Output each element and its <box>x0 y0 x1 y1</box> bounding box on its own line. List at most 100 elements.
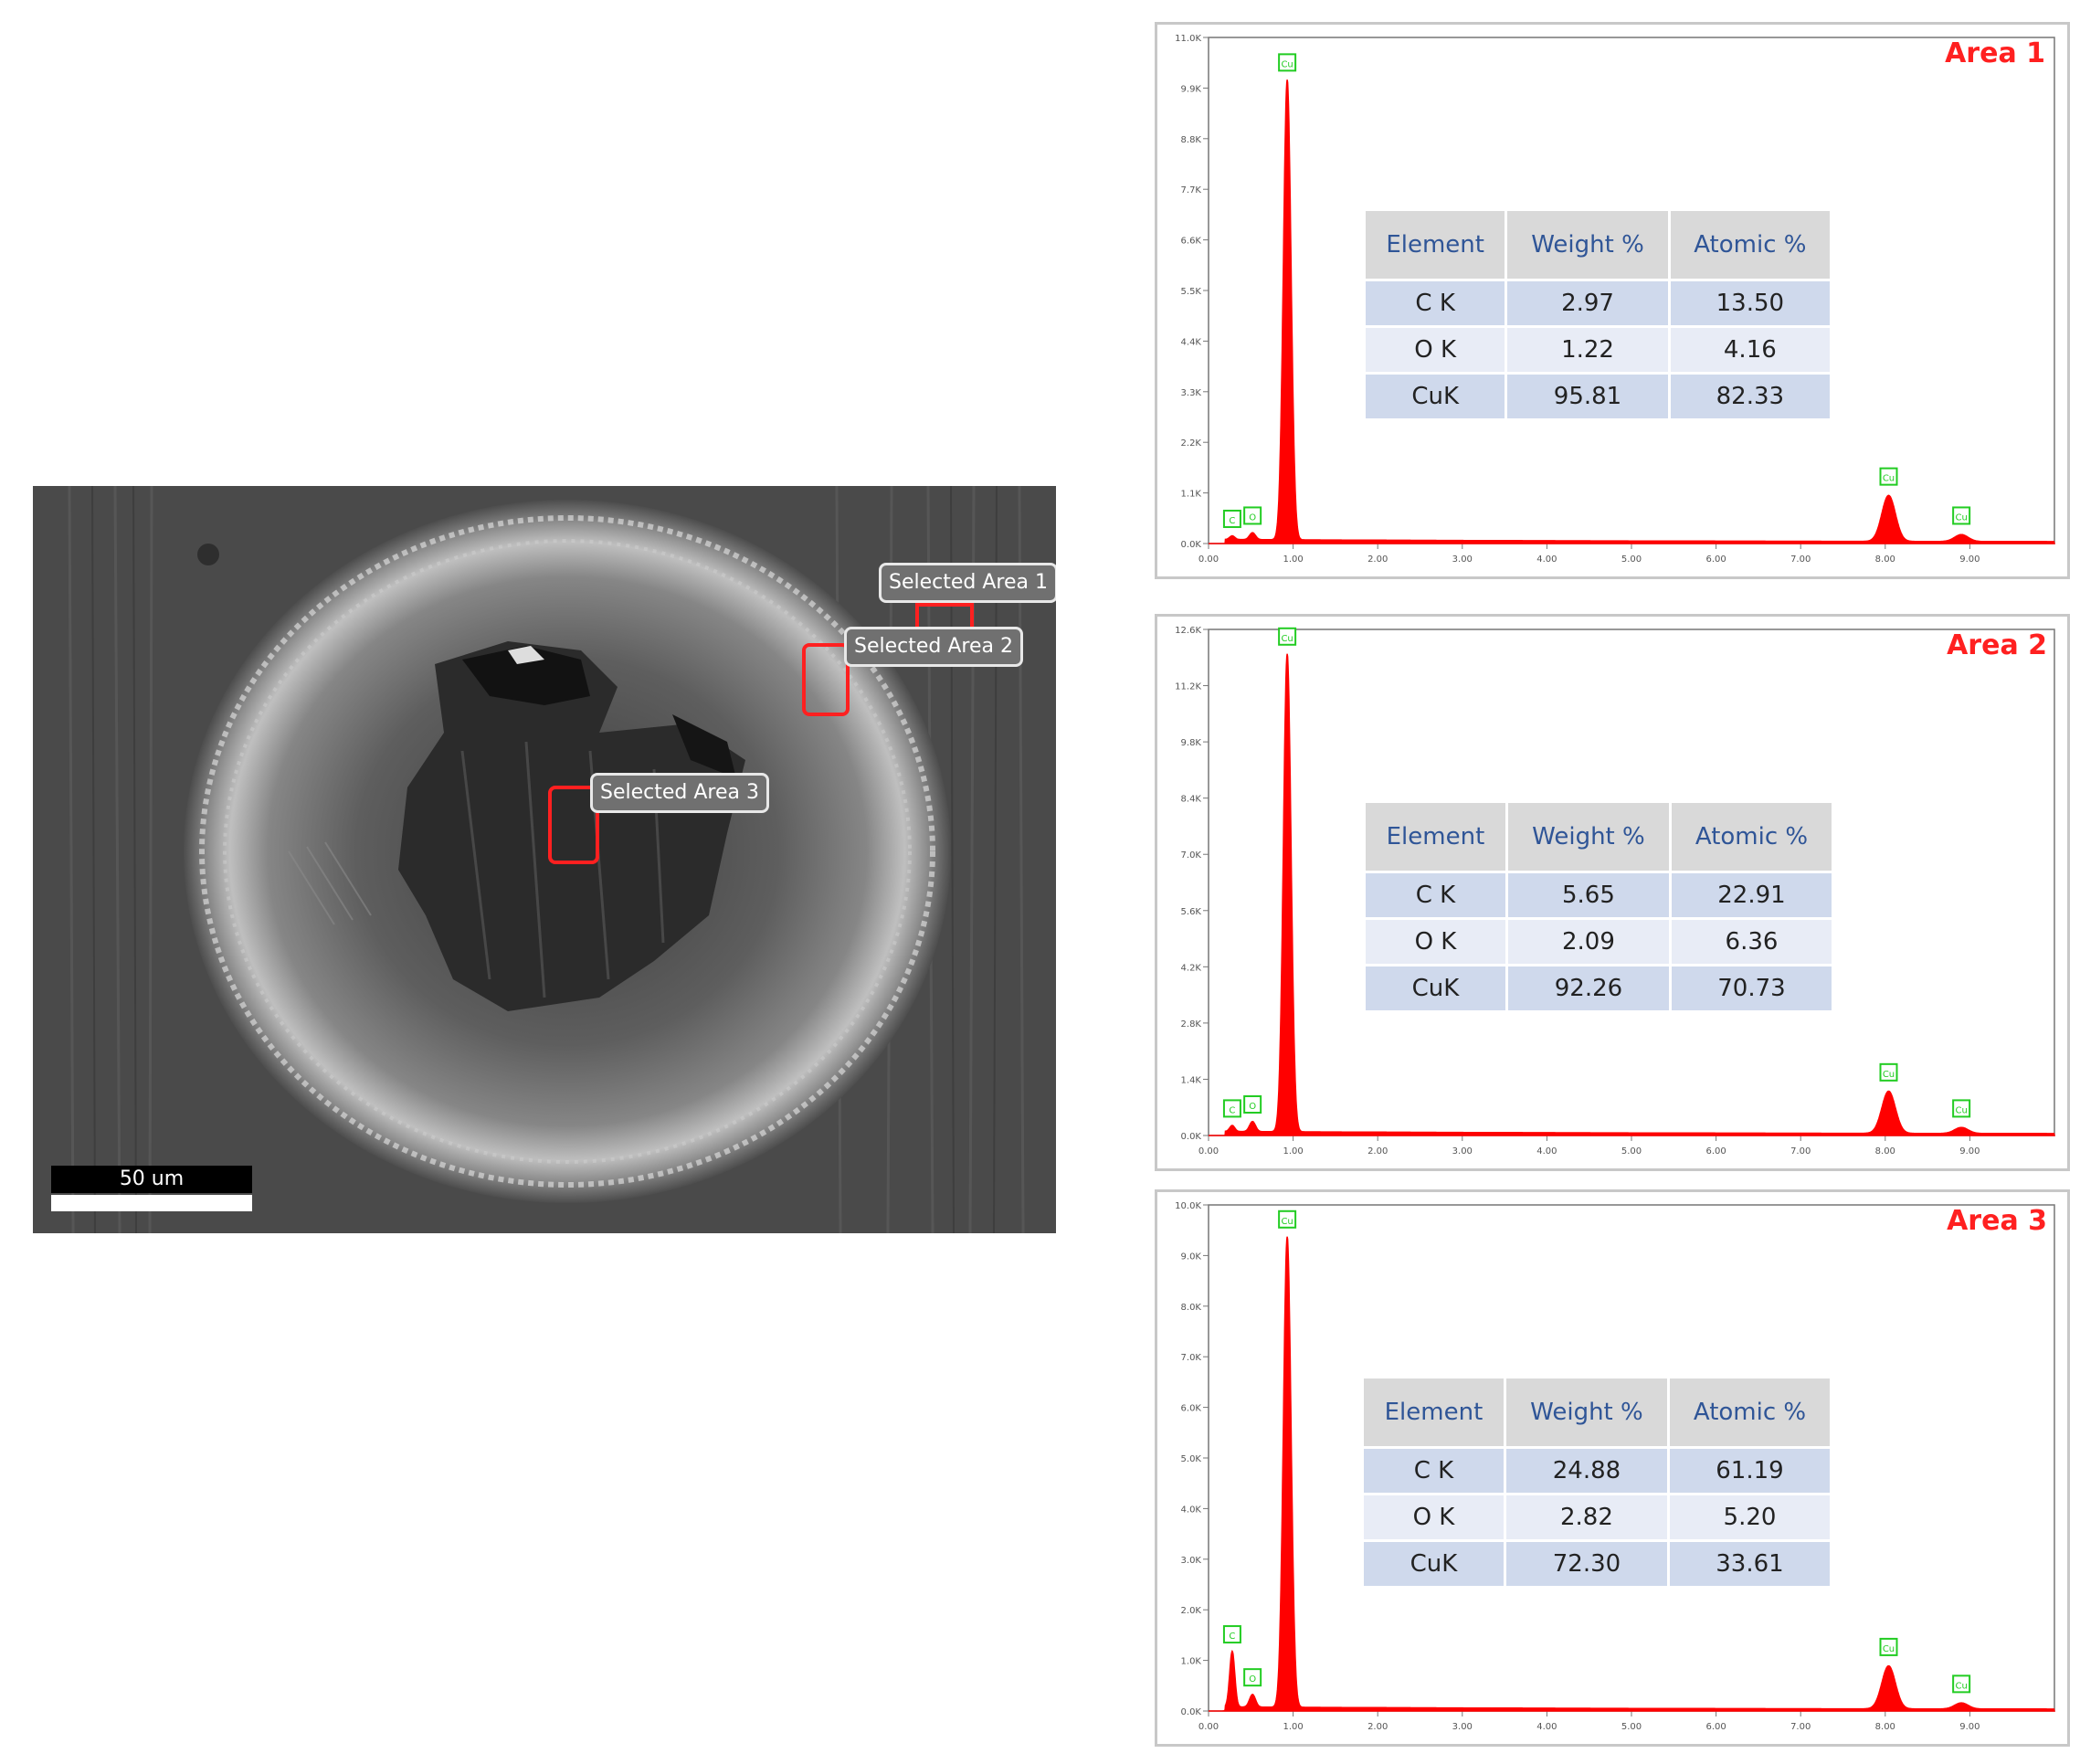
x-tick-label: 3.00 <box>1452 1146 1473 1157</box>
x-tick-label: 0.00 <box>1198 1722 1219 1732</box>
area-3-title: Area 3 <box>1947 1205 2047 1237</box>
y-tick-label: 7.0K <box>1181 850 1202 861</box>
weight-cell: 24.88 <box>1505 1446 1670 1495</box>
x-tick-label: 4.00 <box>1536 1146 1557 1157</box>
y-tick-label: 6.6K <box>1181 237 1202 247</box>
svg-text:Cu: Cu <box>1883 1644 1895 1654</box>
selected-area-3-label: Selected Area 3 <box>590 773 769 813</box>
composition-table-area-1: Element Weight % Atomic % C K 2.97 13.50… <box>1366 211 1830 418</box>
y-tick-label: 4.0K <box>1181 1505 1202 1515</box>
header-atomic: Atomic % <box>1669 211 1830 280</box>
y-tick-label: 7.0K <box>1181 1353 1202 1363</box>
selected-area-1-label: Selected Area 1 <box>879 563 1056 603</box>
header-weight: Weight % <box>1506 803 1672 872</box>
table-row: CuK 92.26 70.73 <box>1366 964 1832 1010</box>
svg-text:C: C <box>1229 1632 1235 1642</box>
weight-cell: 2.97 <box>1505 279 1671 327</box>
y-tick-label: 8.8K <box>1181 135 1202 145</box>
peak-marker-cu: Cu <box>1879 467 1898 486</box>
x-tick-label: 7.00 <box>1790 555 1811 565</box>
element-cell: CuK <box>1364 1539 1506 1586</box>
x-tick-label: 4.00 <box>1536 1722 1557 1732</box>
x-tick-label: 8.00 <box>1875 555 1895 565</box>
peak-marker-c: C <box>1222 1099 1241 1118</box>
x-tick-label: 6.00 <box>1705 1146 1726 1157</box>
x-tick-label: 1.00 <box>1283 555 1303 565</box>
peak-marker-cu: Cu <box>1278 627 1297 646</box>
eds-spectrum-area-3: 0.0K 1.0K 2.0K 3.0K 4.0K 5.0K 6.0K 7.0K 8.0K 9.0K… <box>1175 1201 2055 1732</box>
weight-cell: 95.81 <box>1505 372 1671 418</box>
y-tick-label: 1.1K <box>1181 490 1202 500</box>
selected-area-1-box <box>915 603 974 647</box>
eds-panel-area-3: 0.0K 1.0K 2.0K 3.0K 4.0K 5.0K 6.0K 7.0K 8.0K 9.0K… <box>1155 1189 2070 1747</box>
atomic-cell: 61.19 <box>1668 1446 1830 1495</box>
atomic-cell: 13.50 <box>1669 279 1830 327</box>
peak-marker-cu: Cu <box>1278 1209 1297 1229</box>
svg-text:O: O <box>1249 1674 1256 1685</box>
x-tick-label: 4.00 <box>1536 555 1557 565</box>
svg-text:Cu: Cu <box>1281 1217 1293 1227</box>
x-tick-label: 3.00 <box>1452 1722 1473 1732</box>
scale-bar: 50 um <box>51 1166 252 1211</box>
y-tick-label: 5.0K <box>1181 1454 1202 1464</box>
atomic-cell: 33.61 <box>1668 1539 1830 1586</box>
element-cell: C K <box>1364 1446 1506 1495</box>
x-tick-label: 6.00 <box>1705 1722 1726 1732</box>
weight-cell: 2.82 <box>1505 1493 1670 1541</box>
x-tick-label: 1.00 <box>1283 1722 1303 1732</box>
x-tick-label: 2.00 <box>1367 555 1388 565</box>
header-element: Element <box>1366 803 1508 872</box>
atomic-cell: 6.36 <box>1670 917 1832 966</box>
y-tick-label: 2.0K <box>1181 1606 1202 1616</box>
svg-text:O: O <box>1249 512 1256 523</box>
y-tick-label: 7.7K <box>1181 185 1202 195</box>
y-tick-label: 9.0K <box>1181 1252 1202 1262</box>
x-tick-label: 5.00 <box>1621 1722 1642 1732</box>
peak-marker-cu: Cu <box>1278 53 1297 72</box>
y-tick-label: 8.0K <box>1181 1303 1202 1313</box>
table-row: O K 2.09 6.36 <box>1366 917 1832 966</box>
selected-area-2-label: Selected Area 2 <box>844 627 1023 667</box>
table-row: O K 1.22 4.16 <box>1366 325 1830 374</box>
header-weight: Weight % <box>1505 211 1671 280</box>
area-2-title: Area 2 <box>1947 629 2047 661</box>
scale-bar-label: 50 um <box>51 1166 252 1193</box>
spectrum-series <box>1209 1236 2055 1712</box>
x-tick-label: 7.00 <box>1790 1722 1811 1732</box>
x-tick-label: 8.00 <box>1875 1722 1895 1732</box>
x-tick-label: 9.00 <box>1959 1146 1980 1157</box>
header-element: Element <box>1366 211 1508 280</box>
selected-area-2-box <box>802 643 850 716</box>
y-tick-label: 8.4K <box>1181 795 1202 805</box>
table-row: C K 24.88 61.19 <box>1364 1446 1830 1495</box>
y-tick-label: 3.0K <box>1181 1556 1202 1566</box>
y-tick-label: 2.2K <box>1181 438 1202 449</box>
peak-marker-o: O <box>1243 1668 1262 1687</box>
peak-marker-cu: Cu <box>1879 1062 1898 1082</box>
y-tick-label: 11.0K <box>1175 34 1201 44</box>
x-tick-label: 0.00 <box>1198 1146 1219 1157</box>
svg-text:Cu: Cu <box>1955 1681 1967 1691</box>
y-tick-label: 4.4K <box>1181 337 1202 347</box>
y-tick-label: 5.5K <box>1181 287 1202 297</box>
sem-micrograph: Selected Area 1 Selected Area 2 Selected… <box>33 486 1056 1233</box>
svg-text:Cu: Cu <box>1281 634 1293 644</box>
x-tick-label: 6.00 <box>1705 555 1726 565</box>
peak-marker-o: O <box>1243 506 1262 525</box>
peak-marker-c: C <box>1222 509 1241 528</box>
element-cell: O K <box>1366 325 1508 374</box>
svg-text:C: C <box>1229 516 1235 526</box>
x-tick-label: 3.00 <box>1452 555 1473 565</box>
header-element: Element <box>1364 1378 1506 1448</box>
peak-marker-cu: Cu <box>1879 1637 1898 1656</box>
element-cell: CuK <box>1366 372 1508 418</box>
y-tick-label: 6.0K <box>1181 1404 1202 1414</box>
weight-cell: 72.30 <box>1505 1539 1670 1586</box>
peak-marker-cu: Cu <box>1952 1674 1971 1694</box>
svg-text:O: O <box>1249 1102 1256 1112</box>
y-tick-label: 12.6K <box>1175 626 1201 636</box>
svg-text:Cu: Cu <box>1883 1070 1895 1080</box>
y-tick-label: 10.0K <box>1175 1201 1201 1211</box>
element-cell: C K <box>1366 871 1508 919</box>
element-cell: O K <box>1364 1493 1506 1541</box>
